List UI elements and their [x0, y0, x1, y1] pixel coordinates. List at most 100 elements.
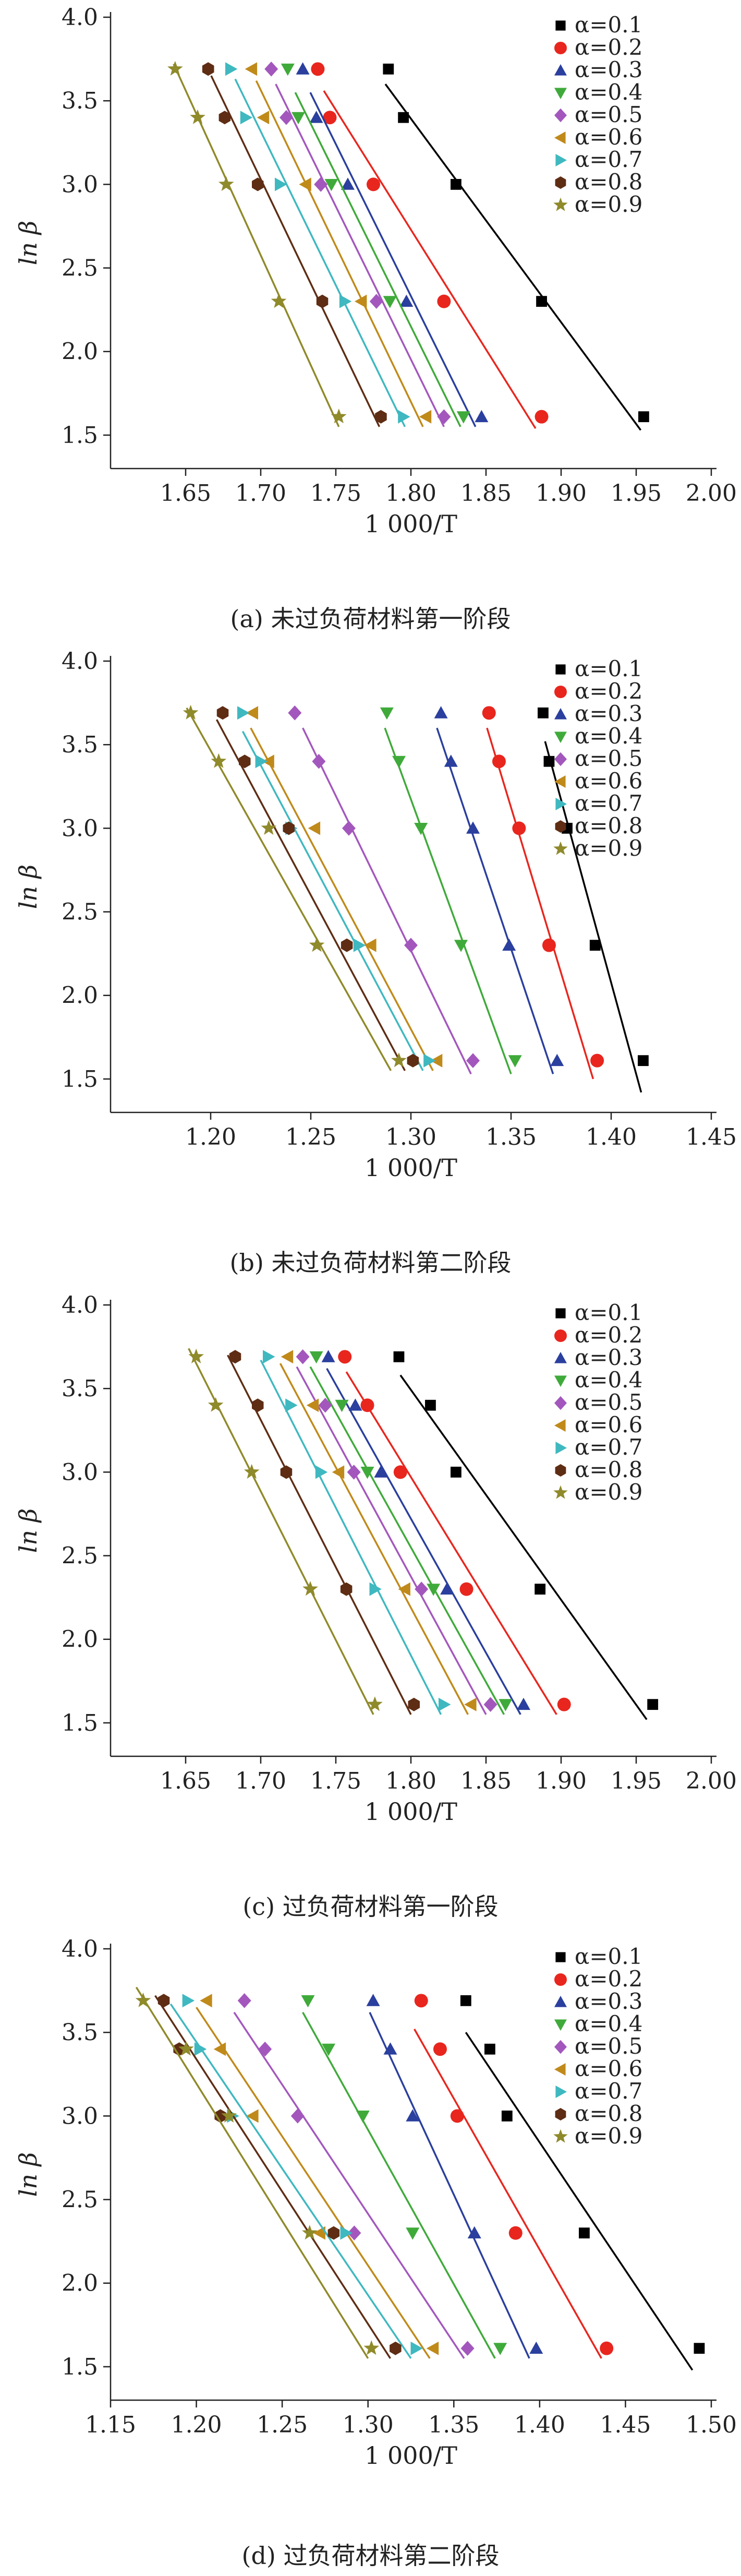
- legend-label: α=0.1: [575, 656, 642, 681]
- series-9: [167, 61, 347, 427]
- data-point: [309, 1351, 323, 1364]
- data-point: [135, 1992, 151, 2007]
- legend-marker: [555, 1442, 567, 1454]
- data-point: [314, 177, 328, 192]
- fit-line: [414, 2028, 602, 2359]
- x-tick-label: 1.20: [171, 2412, 222, 2438]
- y-tick-label: 2.0: [62, 339, 98, 365]
- y-tick-label: 2.0: [62, 2270, 98, 2297]
- data-point: [301, 1995, 315, 2008]
- legend-marker: [555, 2086, 567, 2098]
- data-point: [499, 1699, 513, 1711]
- legend-marker: [555, 176, 566, 189]
- data-point: [493, 2343, 507, 2355]
- data-point: [427, 1584, 441, 1596]
- data-point: [332, 1465, 345, 1479]
- series-6: [245, 62, 432, 427]
- x-tick-label: 2.00: [686, 480, 737, 507]
- y-axis-label: ln β: [14, 1508, 42, 1553]
- data-point: [202, 62, 214, 76]
- x-tick-label: 1.70: [235, 1768, 286, 1794]
- legend-marker: [554, 64, 567, 76]
- fit-line: [173, 63, 340, 427]
- legend-label: α=0.3: [575, 1345, 642, 1370]
- data-point: [407, 1053, 419, 1068]
- y-tick-label: 3.5: [62, 88, 98, 114]
- data-point: [589, 940, 601, 951]
- data-point: [415, 1581, 429, 1597]
- x-tick-label: 1.95: [611, 1768, 662, 1794]
- data-point: [246, 706, 258, 720]
- x-tick-label: 1.40: [514, 2412, 565, 2438]
- data-point: [375, 410, 387, 424]
- y-tick-label: 3.0: [62, 1459, 98, 1485]
- panel-d: 1.15 1.20 1.25 1.30 1.35 1.40 1.45 1.50 1.5 2.0 2.…: [0, 1932, 741, 2576]
- data-point: [542, 938, 556, 952]
- data-point: [444, 754, 458, 767]
- y-tick-label: 1.5: [62, 422, 98, 449]
- data-point: [456, 411, 470, 424]
- data-point: [535, 1584, 546, 1595]
- data-point: [390, 2341, 402, 2355]
- data-point: [408, 1697, 420, 1711]
- data-point: [237, 706, 250, 720]
- data-point: [246, 2109, 259, 2123]
- y-tick-label: 4.0: [62, 1936, 98, 1962]
- x-tick-label: 1.45: [686, 1124, 737, 1151]
- data-point: [240, 111, 253, 125]
- legend-label: α=0.8: [575, 169, 642, 195]
- legend-marker: [554, 752, 567, 766]
- data-point: [218, 111, 231, 125]
- data-point: [348, 1398, 362, 1411]
- data-point: [398, 410, 410, 424]
- fit-line: [486, 727, 594, 1080]
- data-point: [360, 1467, 374, 1479]
- data-point: [466, 821, 480, 834]
- data-point: [296, 1349, 310, 1364]
- legend-marker: [555, 820, 566, 833]
- y-axis-label: ln β: [14, 2152, 42, 2197]
- data-point: [264, 62, 278, 77]
- legend-label: α=0.7: [575, 2078, 642, 2104]
- legend-label: α=0.6: [575, 124, 642, 150]
- legend-label: α=0.4: [575, 1367, 642, 1393]
- data-point: [211, 753, 227, 768]
- x-tick-label: 2.00: [686, 1768, 737, 1794]
- data-point: [200, 1994, 212, 2008]
- data-point: [364, 938, 376, 952]
- data-point: [309, 111, 323, 123]
- series-9: [188, 1348, 383, 1715]
- data-point: [258, 2041, 272, 2057]
- data-point: [313, 2226, 325, 2240]
- data-point: [288, 705, 302, 721]
- fit-line: [544, 741, 642, 1093]
- caption-a: (a) 未过负荷材料第一阶段: [230, 605, 511, 633]
- data-point: [229, 1350, 241, 1364]
- series-1: [460, 1995, 705, 2371]
- data-point: [178, 2041, 194, 2056]
- legend-marker: [555, 1308, 566, 1319]
- fit-line: [255, 80, 424, 427]
- legend-marker: [554, 131, 566, 144]
- legend-marker: [554, 1973, 567, 1986]
- legend-marker: [554, 1329, 567, 1342]
- x-tick-label: 1.25: [257, 2412, 308, 2438]
- data-point: [255, 754, 268, 769]
- fit-line: [309, 92, 477, 427]
- series-9: [183, 704, 407, 1071]
- legend-marker: [555, 1464, 566, 1477]
- data-point: [517, 1697, 530, 1710]
- legend: α=0.1α=0.2α=0.3α=0.4α=0.5α=0.6α=0.7α=0.8…: [553, 1944, 642, 2149]
- data-point: [299, 177, 311, 191]
- fit-line: [345, 1371, 557, 1715]
- series-4: [309, 1351, 513, 1715]
- data-point: [225, 62, 238, 76]
- fit-line: [186, 707, 392, 1071]
- legend-label: α=0.3: [575, 701, 642, 726]
- y-tick-label: 3.5: [62, 2019, 98, 2046]
- data-point: [454, 940, 468, 952]
- data-point: [414, 823, 428, 835]
- data-point: [404, 938, 418, 953]
- data-point: [323, 111, 337, 125]
